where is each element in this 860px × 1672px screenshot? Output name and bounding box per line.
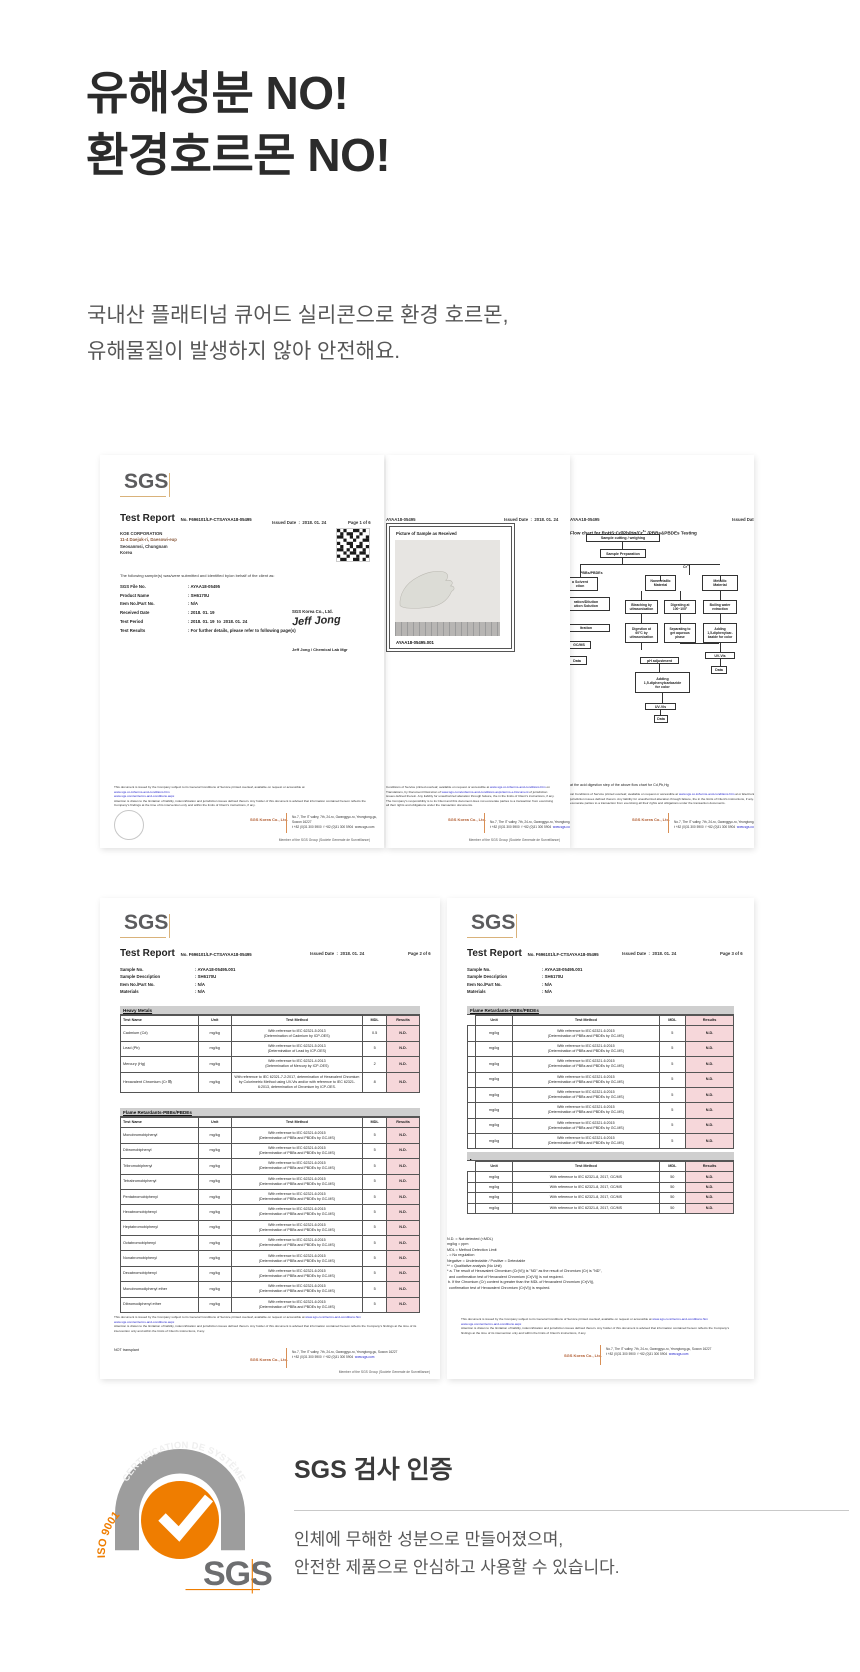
svg-text:SGS: SGS [203, 1555, 272, 1593]
